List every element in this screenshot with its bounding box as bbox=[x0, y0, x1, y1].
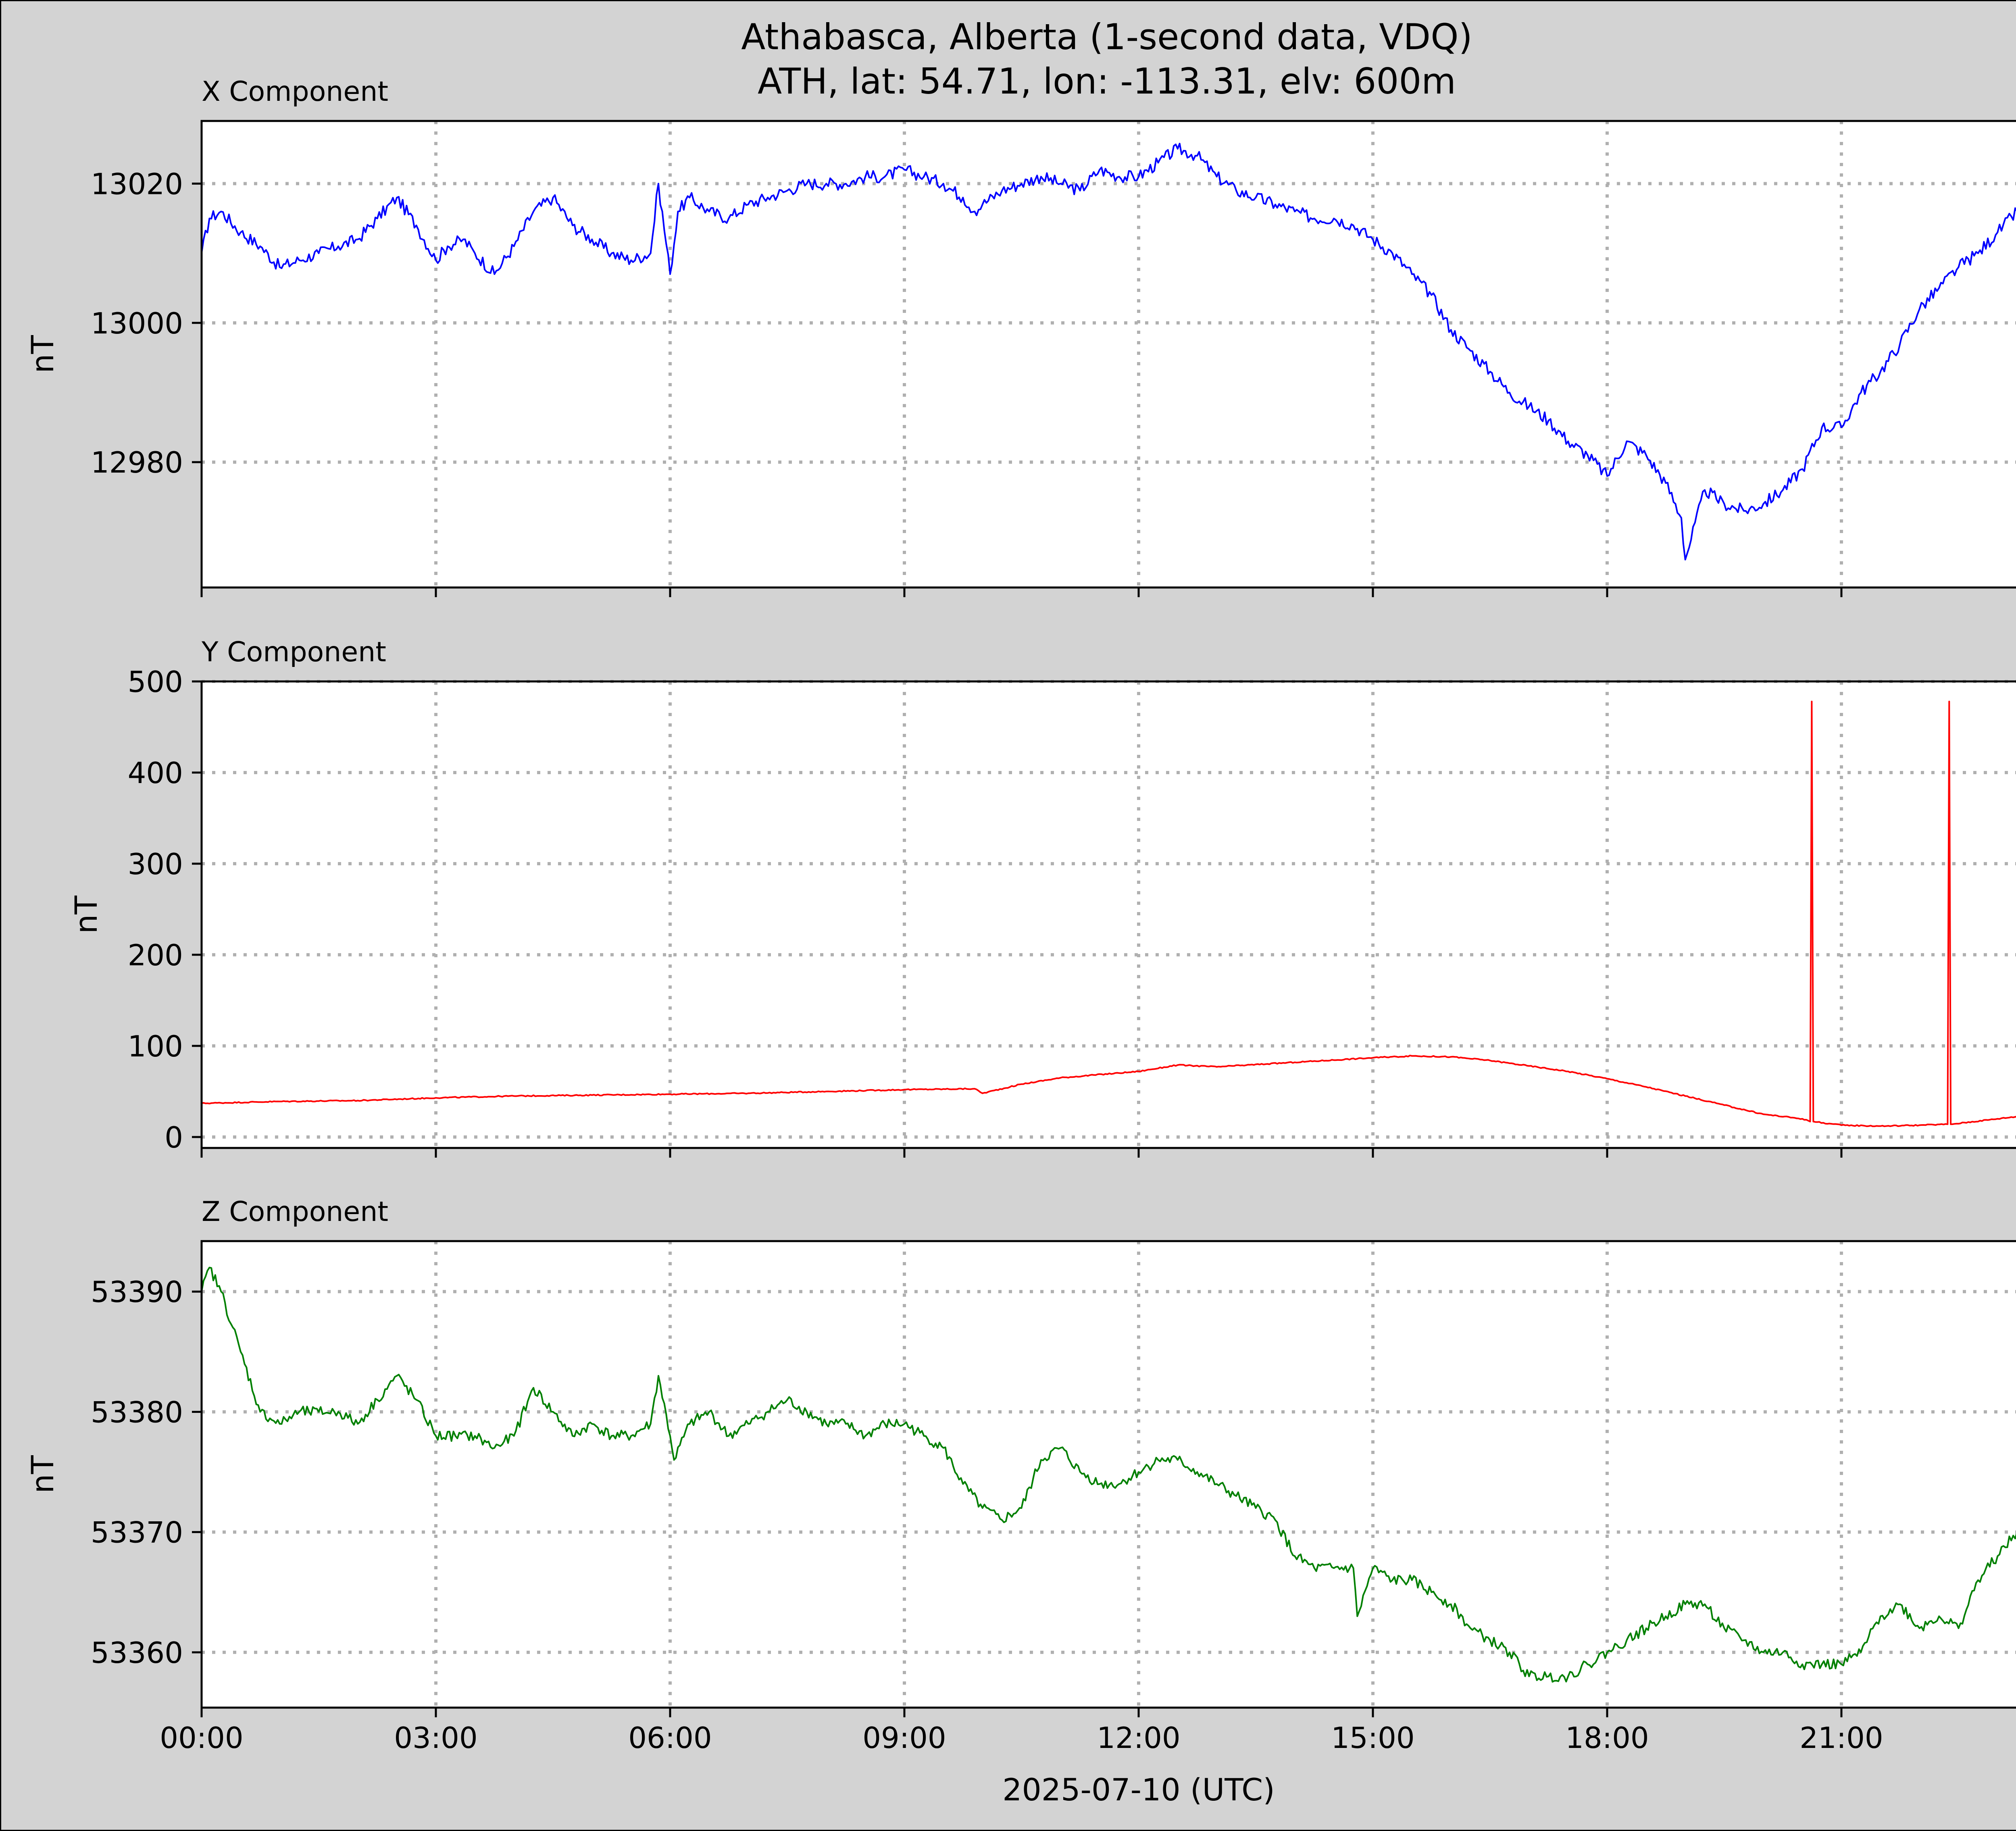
x-tick-label: 12:00 bbox=[1097, 1721, 1181, 1755]
series-line bbox=[201, 700, 2016, 1127]
plot-area bbox=[202, 681, 2016, 1148]
x-axis-label: 2025-07-10 (UTC) bbox=[1002, 1772, 1275, 1808]
plot-area bbox=[202, 121, 2016, 587]
panel-title: X Component bbox=[202, 76, 388, 108]
y-tick-label: 53370 bbox=[91, 1516, 183, 1550]
y-axis-label: nT bbox=[25, 335, 60, 373]
y-axis-label: nT bbox=[68, 896, 104, 934]
y-tick-label: 53390 bbox=[91, 1275, 183, 1309]
x-tick-label: 18:00 bbox=[1565, 1721, 1649, 1755]
panel-z-component: 00:00 03:00 06:00 09:00 12:00 15:00 18:00 21:00… bbox=[25, 1196, 2016, 1755]
y-tick-label: 0 bbox=[165, 1121, 183, 1154]
y-tick-label: 13020 bbox=[91, 167, 183, 201]
panel-title: Y Component bbox=[201, 636, 386, 668]
panels-group: 12980 13000 13020 X Component nT 0 100 200 300 40… bbox=[25, 76, 2016, 1755]
y-tick-label: 200 bbox=[128, 938, 183, 972]
y-tick-label: 13000 bbox=[91, 306, 183, 340]
panel-title: Z Component bbox=[202, 1196, 388, 1228]
y-tick-label: 53360 bbox=[91, 1636, 183, 1670]
x-tick-label: 06:00 bbox=[628, 1721, 712, 1755]
y-tick-label: 500 bbox=[128, 665, 183, 699]
y-tick-label: 100 bbox=[128, 1029, 183, 1063]
x-tick-label: 03:00 bbox=[394, 1721, 478, 1755]
x-tick-label: 09:00 bbox=[862, 1721, 946, 1755]
plot-area bbox=[202, 1241, 2016, 1708]
y-tick-label: 12980 bbox=[91, 446, 183, 479]
panel-x-component: 12980 13000 13020 X Component nT bbox=[25, 76, 2016, 597]
y-tick-label: 300 bbox=[128, 847, 183, 881]
y-axis-label: nT bbox=[25, 1455, 60, 1494]
figure-title-line2: ATH, lat: 54.71, lon: -113.31, elv: 600m bbox=[758, 60, 1456, 102]
y-tick-label: 53380 bbox=[91, 1395, 183, 1429]
x-tick-label: 00:00 bbox=[160, 1721, 244, 1755]
series-line bbox=[201, 1266, 2016, 1683]
figure-title-line1: Athabasca, Alberta (1-second data, VDQ) bbox=[741, 16, 1472, 58]
x-tick-label: 21:00 bbox=[1799, 1721, 1883, 1755]
y-tick-label: 400 bbox=[128, 756, 183, 790]
series-line bbox=[201, 143, 2016, 560]
panel-y-component: 0 100 200 300 400 500 Y Component nT bbox=[68, 636, 2016, 1158]
x-tick-label: 15:00 bbox=[1331, 1721, 1415, 1755]
